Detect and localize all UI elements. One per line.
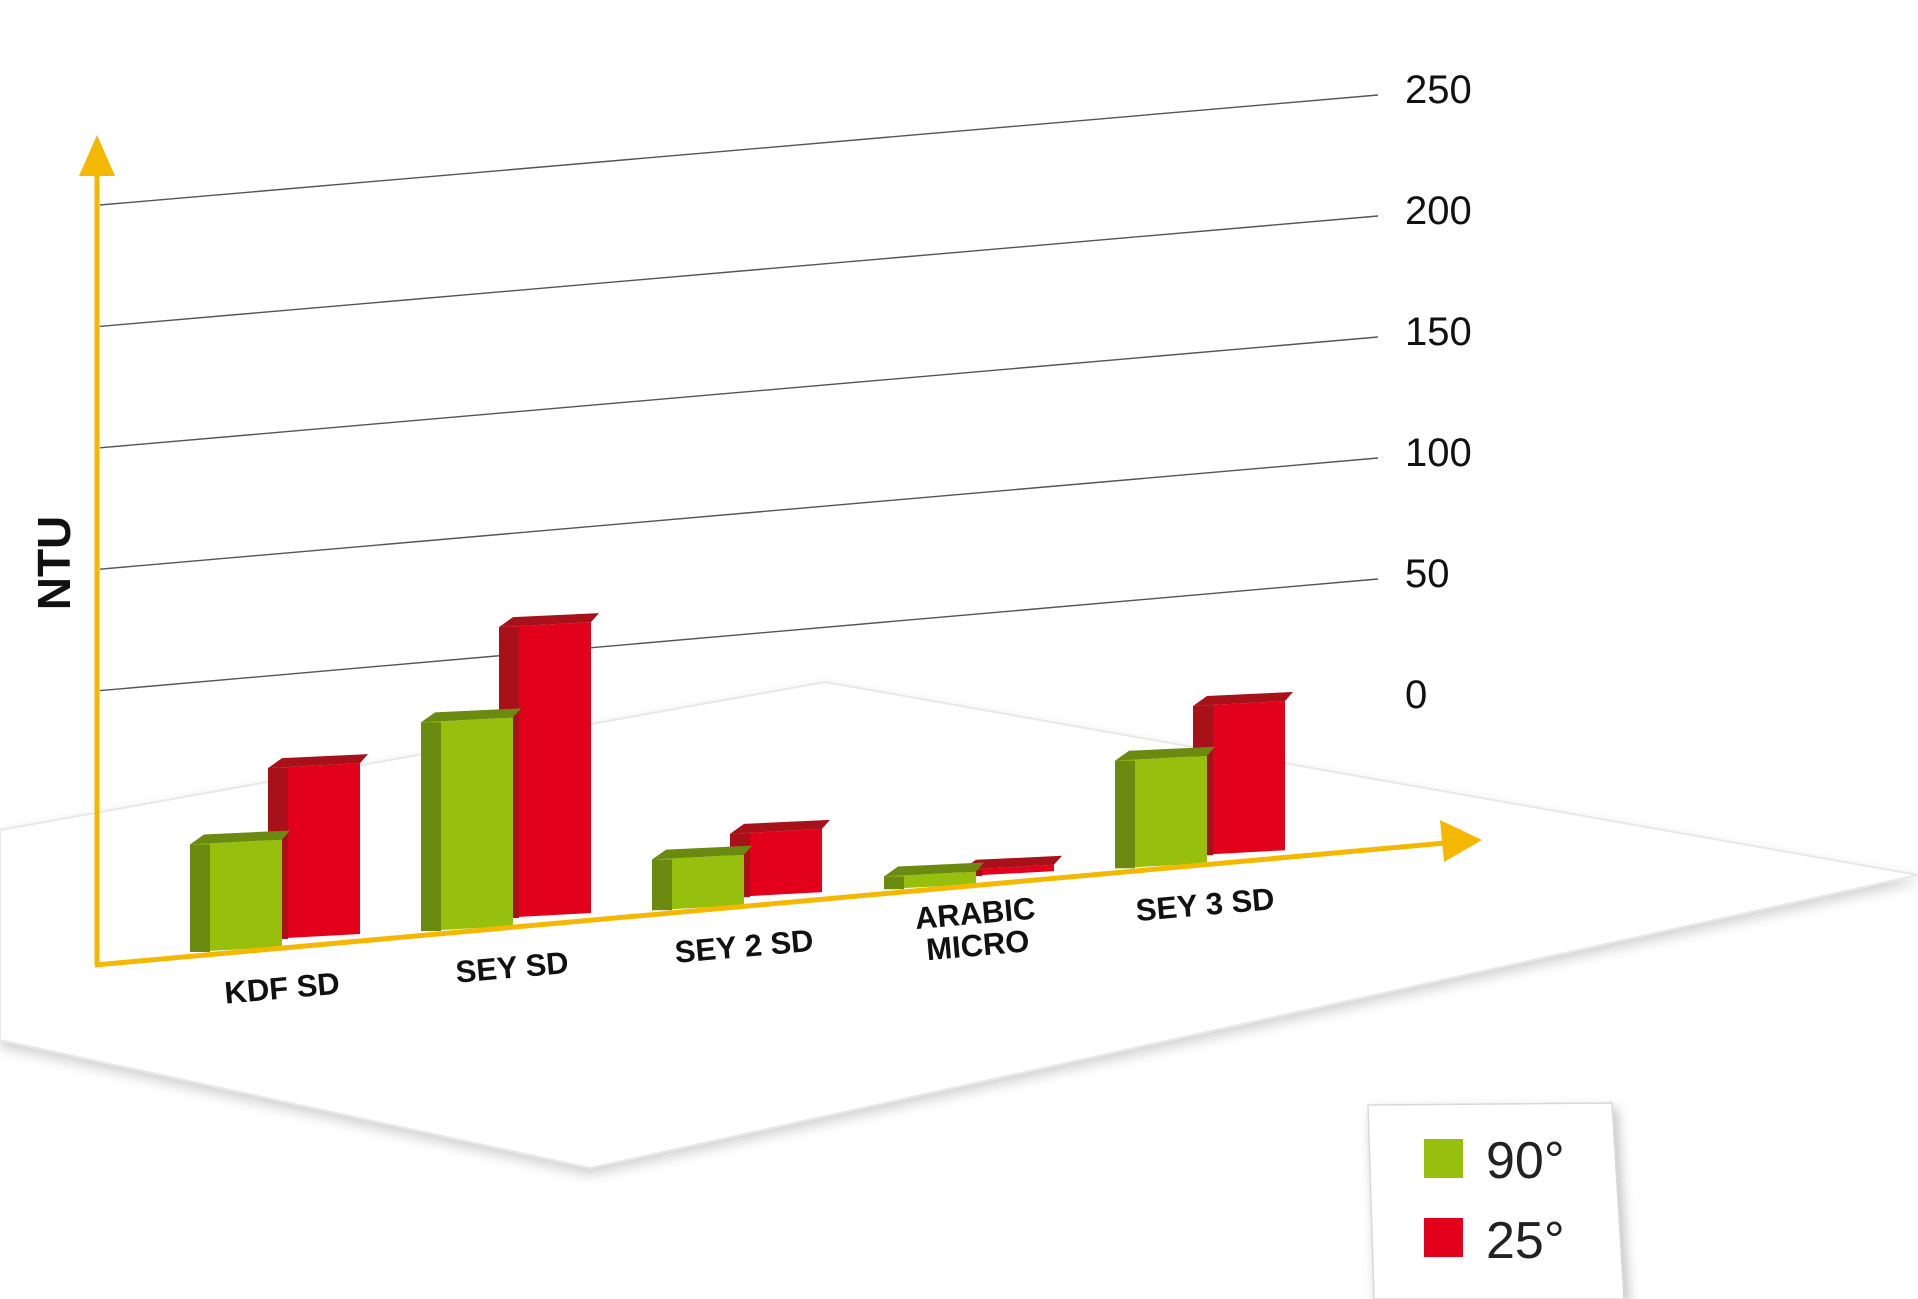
bar-side [1115, 760, 1135, 869]
bars [190, 613, 1293, 952]
grid-line [99, 215, 1379, 328]
bar-body [884, 871, 976, 890]
bar-body [1193, 700, 1285, 856]
bar-body [730, 828, 822, 898]
bar-top [190, 830, 290, 845]
bar-top [1193, 691, 1293, 706]
grid-lines [99, 94, 1379, 692]
y-axis-label: NTU [28, 516, 80, 611]
y-tick-labels: 0 50 100 150 200 250 [1405, 68, 1472, 717]
grid-line [99, 457, 1379, 570]
bar-body [652, 854, 744, 911]
y-tick-label: 0 [1405, 673, 1427, 717]
bar-top [962, 855, 1062, 870]
axes [79, 135, 1482, 968]
bar-side [421, 722, 441, 932]
y-axis-arrow [79, 135, 115, 176]
legend-swatch-25 [1424, 1218, 1463, 1257]
y-tick-label: 250 [1405, 68, 1472, 112]
bar-top [730, 819, 830, 834]
bar-side [652, 859, 672, 911]
grid-line [99, 94, 1379, 206]
legend-label-90: 90° [1486, 1132, 1565, 1190]
bar-top [884, 862, 984, 877]
x-axis-arrow [1440, 820, 1482, 862]
legend: 90° 25° [1367, 1102, 1625, 1299]
grid-line [99, 336, 1379, 449]
bar-body [421, 717, 513, 932]
bar-body [499, 622, 591, 919]
bar-top [421, 708, 521, 723]
bar-top [652, 845, 752, 860]
bar-body [962, 864, 1054, 877]
legend-swatch-90 [1424, 1139, 1463, 1178]
legend-label-25: 25° [1486, 1212, 1565, 1270]
x-axis-line [94, 840, 1446, 968]
bar-side [884, 876, 904, 890]
grid-line [99, 578, 1379, 692]
bar-top [1115, 746, 1215, 761]
bar-top [268, 754, 368, 769]
category-label: ARABICMICRO [913, 891, 1039, 968]
bar-body [1115, 755, 1207, 869]
y-tick-label: 150 [1405, 310, 1472, 354]
bar-side [190, 844, 210, 952]
bar-body [268, 763, 360, 939]
bar-top [499, 613, 599, 628]
y-tick-label: 200 [1405, 189, 1472, 233]
bar-body [190, 839, 282, 952]
y-tick-label: 100 [1405, 431, 1472, 475]
y-tick-label: 50 [1405, 552, 1450, 596]
